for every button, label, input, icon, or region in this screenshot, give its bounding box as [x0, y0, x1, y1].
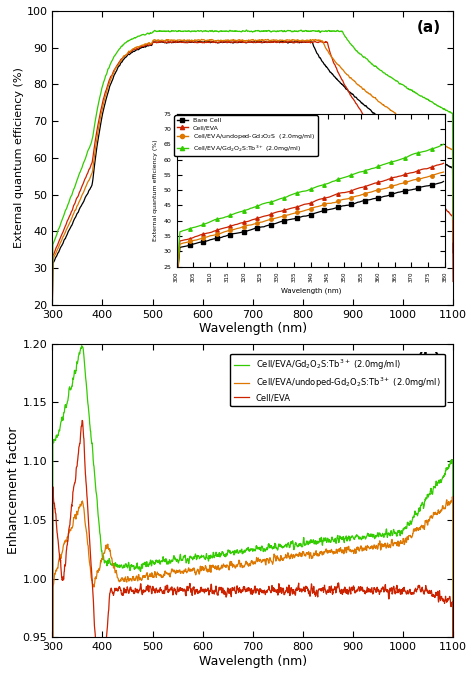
Line: Cell/EVA/undoped-Gd$_2$O$_2$S:Tb$^{3+}$ (2.0mg/ml): Cell/EVA/undoped-Gd$_2$O$_2$S:Tb$^{3+}$ …	[52, 497, 453, 675]
Line: Cell/EVA/Gd$_2$O$_2$S:Tb$^{3+}$ (2.0mg/ml): Cell/EVA/Gd$_2$O$_2$S:Tb$^{3+}$ (2.0mg/m…	[52, 346, 453, 675]
Text: (b): (b)	[416, 352, 441, 367]
Cell/EVA/undoped-Gd$_2$O$_2$S:Tb$^{3+}$ (2.0mg/ml)	[449, 493, 455, 501]
Cell/EVA	[121, 586, 127, 594]
Cell/EVA/Gd$_2$O$_2$S:Tb$^{3+}$ (2.0mg/ml)	[79, 342, 84, 350]
Cell/EVA/undoped-Gd$_2$O$_2$S:Tb$^{3+}$ (2.0mg/ml)	[255, 557, 260, 565]
Cell/EVA/Gd$_2$O$_2$S:Tb$^{3+}$ (2.0mg/ml)	[425, 490, 430, 498]
Cell/EVA/undoped-Gd$_2$O$_2$S:Tb$^{3+}$ (2.0mg/ml)	[231, 560, 237, 568]
Cell/EVA	[79, 416, 85, 425]
Cell/EVA	[231, 585, 237, 593]
Cell/EVA/Gd$_2$O$_2$S:Tb$^{3+}$ (2.0mg/ml)	[57, 425, 63, 433]
Cell/EVA/undoped-Gd$_2$O$_2$S:Tb$^{3+}$ (2.0mg/ml)	[57, 552, 63, 560]
Cell/EVA	[425, 588, 430, 596]
Cell/EVA	[57, 554, 63, 562]
Cell/EVA/Gd$_2$O$_2$S:Tb$^{3+}$ (2.0mg/ml)	[326, 537, 332, 545]
Y-axis label: External quantum efficiency (%): External quantum efficiency (%)	[14, 68, 24, 248]
Cell/EVA/undoped-Gd$_2$O$_2$S:Tb$^{3+}$ (2.0mg/ml)	[326, 549, 331, 557]
Legend: Cell/EVA/Gd$_2$O$_2$S:Tb$^{3+}$ (2.0mg/ml), Cell/EVA/undoped-Gd$_2$O$_2$S:Tb$^{3: Cell/EVA/Gd$_2$O$_2$S:Tb$^{3+}$ (2.0mg/m…	[230, 354, 445, 406]
Y-axis label: Enhancement factor: Enhancement factor	[7, 427, 20, 554]
Cell/EVA	[255, 585, 260, 593]
Cell/EVA/undoped-Gd$_2$O$_2$S:Tb$^{3+}$ (2.0mg/ml)	[121, 577, 127, 585]
Text: (a): (a)	[417, 20, 441, 34]
Cell/EVA/Gd$_2$O$_2$S:Tb$^{3+}$ (2.0mg/ml)	[231, 550, 237, 558]
X-axis label: Wavelength (nm): Wavelength (nm)	[199, 655, 307, 668]
Line: Cell/EVA: Cell/EVA	[52, 421, 453, 675]
Cell/EVA/undoped-Gd$_2$O$_2$S:Tb$^{3+}$ (2.0mg/ml)	[424, 520, 430, 528]
X-axis label: Wavelength (nm): Wavelength (nm)	[199, 323, 307, 335]
Cell/EVA/Gd$_2$O$_2$S:Tb$^{3+}$ (2.0mg/ml)	[255, 544, 260, 552]
Cell/EVA	[326, 586, 332, 594]
Cell/EVA/Gd$_2$O$_2$S:Tb$^{3+}$ (2.0mg/ml)	[121, 562, 127, 570]
